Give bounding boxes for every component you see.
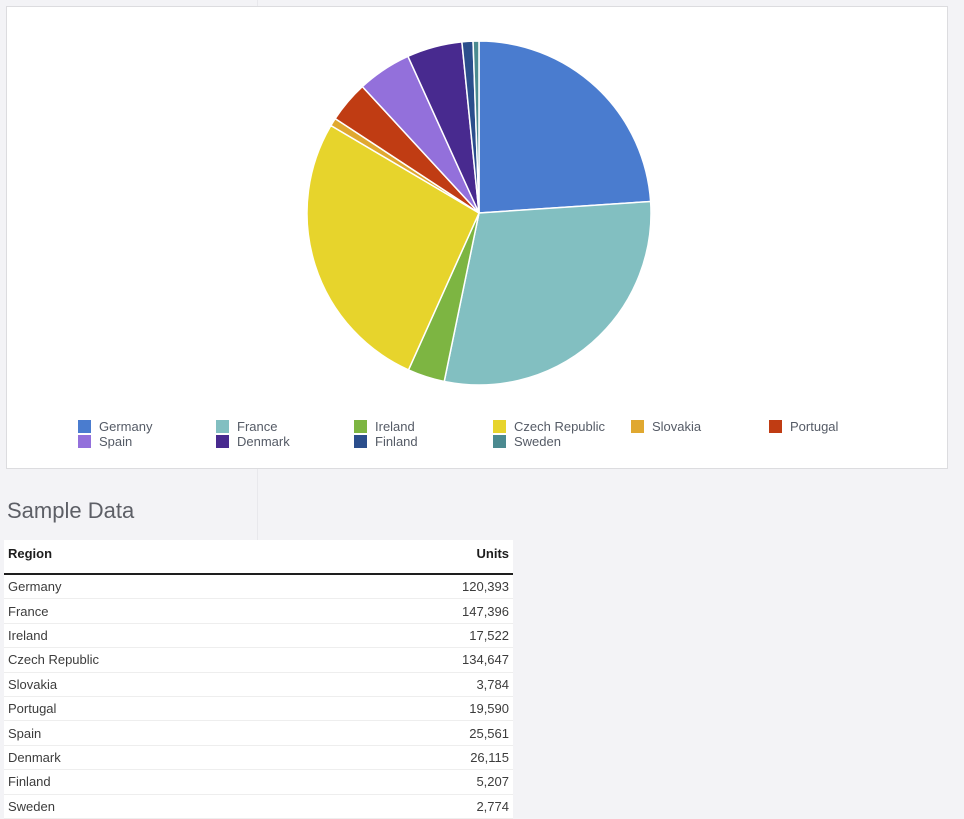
legend-label: Portugal: [790, 419, 839, 434]
cell-units: 147,396: [462, 603, 509, 619]
legend-item[interactable]: Spain: [78, 434, 132, 449]
legend-swatch: [216, 420, 229, 433]
legend-label: Slovakia: [652, 419, 702, 434]
section-title: Sample Data: [7, 498, 135, 523]
table-row: Spain 25,561: [4, 721, 513, 746]
legend-swatch: [493, 420, 506, 433]
pie-slice-sweden[interactable]: [472, 40, 480, 214]
legend-label: Spain: [99, 434, 133, 449]
cell-region: Finland: [8, 774, 51, 790]
table-row: Sweden 2,774: [4, 795, 513, 819]
chart-panel: Germany France Ireland Czech Republic Slovak…: [6, 6, 948, 469]
cell-units: 25,561: [469, 725, 509, 741]
legend-swatch: [78, 420, 91, 433]
cell-region: Denmark: [8, 749, 61, 765]
pie-slice-germany[interactable]: [478, 40, 652, 214]
legend-item[interactable]: Ireland: [354, 419, 415, 434]
legend-swatch: [354, 420, 367, 433]
table-row: Germany 120,393: [4, 575, 513, 600]
legend-swatch: [631, 420, 644, 433]
cell-region: Czech Republic: [8, 652, 100, 668]
table-row: Finland 5,207: [4, 770, 513, 795]
legend-item[interactable]: Germany: [78, 419, 152, 434]
table-row: France 147,396: [4, 599, 513, 624]
cell-region: France: [8, 603, 49, 619]
cell-units: 120,393: [462, 579, 509, 595]
legend-label: Czech Republic: [514, 419, 606, 434]
legend-swatch: [216, 435, 229, 448]
table-row: Czech Republic 134,647: [4, 648, 513, 673]
legend-item[interactable]: Czech Republic: [493, 419, 605, 434]
legend-item[interactable]: France: [216, 419, 277, 434]
cell-units: 2,774: [476, 798, 509, 814]
cell-region: Germany: [8, 579, 62, 595]
cell-units: 19,590: [469, 701, 509, 717]
legend-swatch: [493, 435, 506, 448]
cell-region: Slovakia: [8, 676, 58, 692]
table-row: Portugal 19,590: [4, 697, 513, 722]
table-body: Germany 120,393 France 147,396 Ireland 17,522…: [4, 575, 513, 819]
table-row: Slovakia 3,784: [4, 673, 513, 697]
column-header-units: Units: [476, 546, 510, 561]
cell-region: Sweden: [8, 798, 55, 814]
legend-label: Germany: [99, 419, 153, 434]
legend-swatch: [769, 420, 782, 433]
table-row: Ireland 17,522: [4, 624, 513, 649]
legend-item[interactable]: Portugal: [769, 419, 838, 434]
table-row: Denmark 26,115: [4, 746, 513, 771]
legend-swatch: [78, 435, 91, 448]
cell-units: 134,647: [462, 652, 509, 668]
cell-units: 26,115: [470, 749, 509, 765]
cell-region: Ireland: [8, 627, 48, 643]
legend-item[interactable]: Finland: [354, 434, 418, 449]
legend-swatch: [354, 435, 367, 448]
cell-units: 5,207: [476, 774, 509, 790]
legend-label: France: [237, 419, 278, 434]
legend-item[interactable]: Slovakia: [631, 419, 701, 434]
legend-item[interactable]: Sweden: [493, 434, 561, 449]
legend-label: Sweden: [514, 434, 561, 449]
legend-label: Finland: [375, 434, 418, 449]
cell-region: Spain: [8, 725, 42, 741]
data-table: Region Units Germany 120,393 France 147,396…: [4, 540, 513, 819]
pie-slice-czech-republic[interactable]: [306, 124, 480, 371]
cell-units: 3,784: [476, 676, 509, 692]
chart-legend: Germany France Ireland Czech Republic Slovak…: [78, 419, 918, 451]
cell-units: 17,522: [469, 627, 509, 643]
legend-item[interactable]: Denmark: [216, 434, 290, 449]
column-header-region: Region: [8, 546, 53, 561]
legend-label: Ireland: [375, 419, 415, 434]
pie-slice-france[interactable]: [443, 200, 652, 386]
cell-region: Portugal: [8, 701, 57, 717]
pie-chart: [306, 40, 652, 386]
legend-label: Denmark: [237, 434, 290, 449]
table-header: Region Units: [4, 540, 513, 575]
